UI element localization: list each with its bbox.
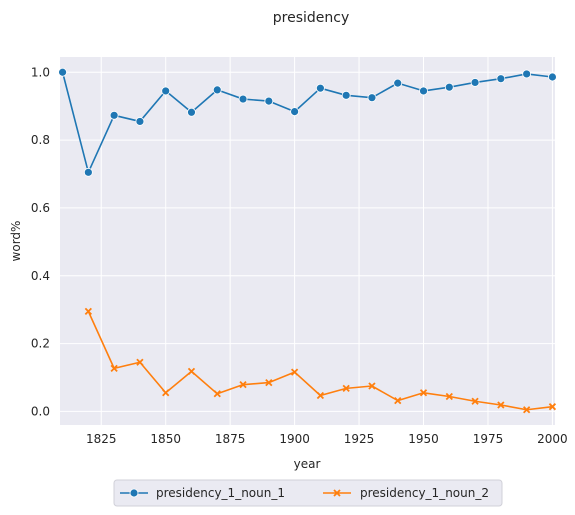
chart-title: presidency — [273, 10, 350, 26]
legend-box — [113, 479, 503, 507]
x-tick-label: 1850 — [150, 432, 181, 446]
data-point-series-1 — [83, 167, 93, 177]
data-point-series-2 — [342, 384, 350, 393]
x-tick-label: 1925 — [344, 432, 375, 446]
data-point-series-1 — [187, 107, 196, 117]
data-point-series-2 — [316, 391, 325, 400]
data-point-series-2 — [394, 396, 402, 405]
data-point-series-1 — [109, 110, 119, 120]
data-point-series-1 — [264, 96, 274, 106]
data-point-series-2 — [419, 389, 428, 397]
x-axis-label: year — [294, 457, 321, 471]
data-point-series-2 — [84, 307, 92, 316]
grid-lines — [60, 57, 555, 425]
data-point-series-1 — [470, 78, 480, 87]
data-point-series-1 — [161, 86, 171, 96]
data-point-series-1 — [419, 86, 428, 96]
data-point-series-2 — [548, 403, 557, 411]
data-point-series-2 — [471, 397, 479, 405]
data-point-series-2 — [239, 381, 247, 389]
legend-marker-2 — [333, 489, 341, 497]
data-point-series-2 — [368, 382, 376, 390]
data-point-series-1 — [341, 90, 351, 100]
data-point-series-2 — [445, 392, 453, 401]
x-tick-label: 1900 — [279, 432, 310, 446]
y-tick-label: 0.4 — [31, 269, 50, 283]
data-point-series-2 — [162, 389, 170, 397]
x-tick-label: 2000 — [537, 432, 568, 446]
data-point-series-1 — [496, 74, 506, 84]
data-point-series-1 — [444, 82, 454, 92]
y-tick-labels: 0.0 0.2 0.4 0.6 0.8 1.0 — [31, 65, 50, 418]
data-point-series-1 — [212, 85, 222, 95]
data-point-series-1 — [548, 72, 557, 82]
data-point-series-2 — [110, 364, 118, 372]
y-tick-label: 0.0 — [31, 404, 50, 418]
x-tick-labels: 1825 1850 1875 1900 1925 1950 1975 2000 — [86, 432, 568, 446]
data-point-series-2 — [136, 358, 144, 366]
y-tick-label: 0.6 — [31, 201, 50, 215]
data-point-series-1 — [238, 94, 248, 104]
x-tick-label: 1950 — [408, 432, 439, 446]
y-axis-label: word% — [9, 221, 23, 262]
legend-marker-1 — [129, 488, 139, 498]
legend-label-2: presidency_1_noun_2 — [360, 486, 489, 500]
data-point-series-1 — [135, 117, 145, 126]
data-point-series-2 — [213, 390, 221, 398]
plot-area — [60, 57, 555, 425]
x-tick-label: 1875 — [215, 432, 246, 446]
data-point-series-2 — [187, 367, 196, 376]
data-point-series-2 — [523, 406, 531, 414]
legend-label-1: presidency_1_noun_1 — [156, 486, 285, 500]
data-point-series-1 — [58, 67, 67, 77]
data-point-series-1 — [393, 78, 403, 88]
data-point-series-1 — [290, 107, 300, 117]
y-tick-label: 0.2 — [31, 337, 50, 351]
series-lines — [58, 67, 557, 414]
legend: presidency_1_noun_1 presidency_1_noun_2 — [113, 479, 503, 507]
y-tick-label: 0.8 — [31, 133, 50, 147]
data-point-series-1 — [315, 83, 325, 93]
data-point-series-2 — [290, 368, 299, 376]
data-point-series-2 — [265, 378, 273, 387]
data-point-series-1 — [522, 69, 532, 79]
y-tick-label: 1.0 — [31, 65, 50, 79]
data-point-series-1 — [367, 93, 377, 103]
x-tick-label: 1975 — [473, 432, 504, 446]
x-tick-label: 1825 — [86, 432, 117, 446]
data-point-series-2 — [497, 401, 505, 409]
